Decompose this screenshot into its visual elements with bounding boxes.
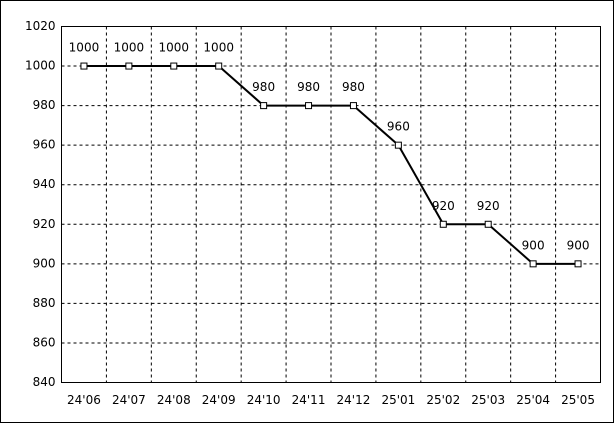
data-label: 1000 bbox=[69, 41, 100, 55]
point bbox=[215, 62, 223, 70]
x-tick-label: 25'05 bbox=[561, 393, 595, 407]
y-tick-label: 1020 bbox=[25, 19, 56, 33]
x-tick-label: 24'10 bbox=[247, 393, 281, 407]
data-label: 960 bbox=[387, 120, 410, 134]
x-tick-label: 25'02 bbox=[426, 393, 460, 407]
point bbox=[439, 220, 447, 228]
point bbox=[484, 220, 492, 228]
point bbox=[260, 102, 268, 110]
point bbox=[529, 260, 537, 268]
x-tick-label: 24'07 bbox=[112, 393, 146, 407]
point bbox=[125, 62, 133, 70]
y-tick-label: 900 bbox=[33, 256, 56, 270]
x-tick-label: 25'01 bbox=[381, 393, 415, 407]
data-label: 1000 bbox=[114, 41, 145, 55]
data-label: 920 bbox=[477, 199, 500, 213]
x-tick-label: 24'09 bbox=[202, 393, 236, 407]
data-label: 900 bbox=[522, 238, 545, 252]
y-tick-label: 980 bbox=[33, 98, 56, 112]
data-label: 980 bbox=[342, 80, 365, 94]
point bbox=[574, 260, 582, 268]
x-tick-label: 24'12 bbox=[337, 393, 371, 407]
point bbox=[394, 141, 402, 149]
x-tick-label: 25'03 bbox=[471, 393, 505, 407]
point bbox=[80, 62, 88, 70]
data-label: 920 bbox=[432, 199, 455, 213]
data-label: 980 bbox=[297, 80, 320, 94]
point bbox=[305, 102, 313, 110]
y-tick-label: 860 bbox=[33, 335, 56, 349]
x-tick-label: 24'11 bbox=[292, 393, 326, 407]
x-tick-label: 24'08 bbox=[157, 393, 191, 407]
y-tick-label: 940 bbox=[33, 177, 56, 191]
x-tick-label: 25'04 bbox=[516, 393, 550, 407]
data-label: 900 bbox=[567, 238, 590, 252]
y-tick-label: 920 bbox=[33, 217, 56, 231]
line bbox=[83, 65, 579, 265]
x-tick-label: 24'06 bbox=[67, 393, 101, 407]
point bbox=[349, 102, 357, 110]
y-tick-label: 1000 bbox=[25, 59, 56, 73]
y-tick-label: 880 bbox=[33, 296, 56, 310]
data-label: 980 bbox=[252, 80, 275, 94]
y-tick-label: 840 bbox=[33, 375, 56, 389]
data-label: 1000 bbox=[203, 41, 234, 55]
data-label: 1000 bbox=[159, 41, 190, 55]
y-tick-label: 960 bbox=[33, 138, 56, 152]
point bbox=[170, 62, 178, 70]
